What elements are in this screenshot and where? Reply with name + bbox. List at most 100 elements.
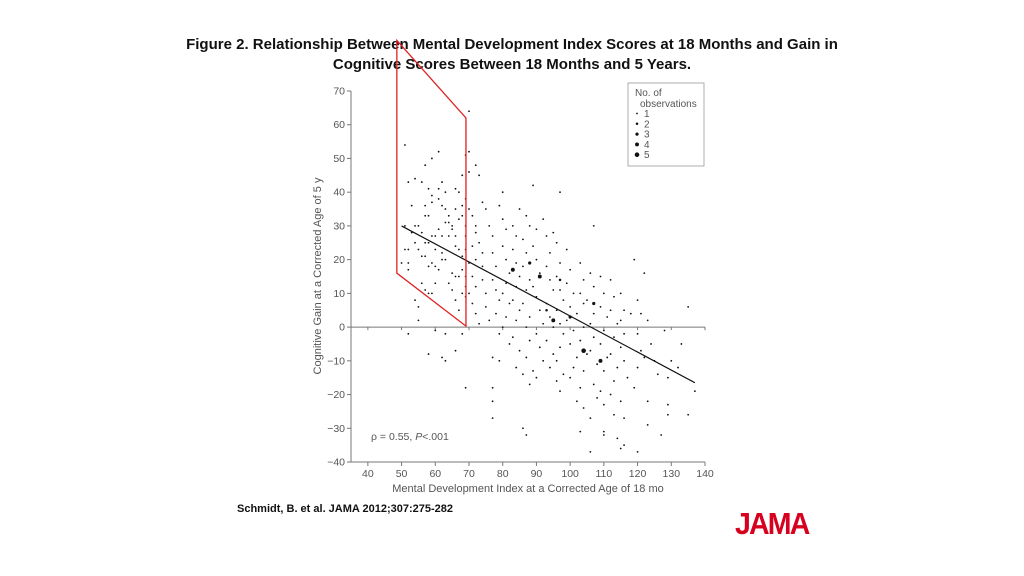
data-point-multiple <box>551 318 556 323</box>
data-point <box>555 359 558 362</box>
data-point <box>596 363 599 366</box>
data-point <box>420 282 423 285</box>
data-point <box>424 214 427 217</box>
x-tick-label: 120 <box>629 468 647 480</box>
data-point <box>609 393 612 396</box>
data-point <box>680 343 683 345</box>
data-point <box>484 208 487 210</box>
data-point <box>555 275 558 278</box>
data-point <box>454 299 457 302</box>
data-point <box>555 380 558 382</box>
y-tick-label: 70 <box>333 86 345 98</box>
data-point <box>414 299 416 302</box>
data-point <box>559 346 561 349</box>
data-point <box>501 191 504 194</box>
data-point <box>528 278 531 281</box>
data-point <box>431 292 433 295</box>
data-point <box>451 289 454 291</box>
data-point <box>552 289 555 291</box>
data-point <box>643 272 646 275</box>
data-point <box>478 241 481 244</box>
legend-entry-label: 4 <box>644 140 650 151</box>
data-point-multiple <box>558 278 562 282</box>
data-point <box>444 191 447 194</box>
y-tick-label: −30 <box>327 423 345 435</box>
data-point <box>575 400 578 403</box>
data-point <box>491 278 494 281</box>
figure-title-line-1: Figure 2. Relationship Between Mental De… <box>186 36 838 53</box>
data-point <box>569 305 572 308</box>
data-point <box>488 225 491 227</box>
data-point <box>619 447 622 450</box>
data-point <box>613 336 615 339</box>
data-point <box>532 285 534 288</box>
data-point <box>626 376 629 379</box>
data-point <box>491 235 494 237</box>
data-point <box>488 319 491 322</box>
data-point <box>636 332 639 335</box>
data-point <box>404 144 406 146</box>
data-point <box>407 181 410 183</box>
data-point <box>498 359 501 362</box>
data-point <box>542 218 545 221</box>
data-point <box>582 370 585 372</box>
data-point <box>616 322 619 325</box>
data-point <box>667 376 669 379</box>
data-point <box>606 316 609 318</box>
x-tick-label: 80 <box>497 468 509 480</box>
data-point <box>592 336 595 339</box>
data-point <box>474 231 477 234</box>
data-point <box>572 292 575 295</box>
data-point <box>468 110 470 113</box>
data-point <box>474 258 477 261</box>
data-point <box>511 248 514 251</box>
y-axis-label: Cognitive Gain at a Corrected Age of 5 y <box>312 177 324 374</box>
data-point <box>444 332 447 335</box>
data-point <box>427 292 430 295</box>
x-tick-label: 50 <box>396 468 408 480</box>
data-point <box>410 204 413 207</box>
data-point-multiple <box>545 308 548 312</box>
data-point <box>538 346 541 349</box>
data-point <box>640 349 642 352</box>
data-point <box>407 268 410 271</box>
data-point <box>565 282 568 285</box>
data-point <box>525 356 528 359</box>
data-point <box>559 289 561 291</box>
data-point <box>559 191 561 194</box>
data-point <box>613 295 615 298</box>
data-point <box>468 208 470 210</box>
data-point <box>511 336 514 339</box>
data-point <box>444 258 447 261</box>
data-point <box>660 434 663 436</box>
data-point <box>505 282 507 285</box>
legend-box <box>627 82 705 167</box>
data-point <box>562 332 565 335</box>
data-point <box>471 275 474 278</box>
data-point <box>552 353 555 355</box>
data-point <box>575 356 578 359</box>
data-point <box>522 265 524 268</box>
data-point <box>535 332 538 335</box>
data-point <box>441 204 443 207</box>
y-tick-label: 60 <box>333 119 345 131</box>
y-tick-label: 0 <box>339 322 345 334</box>
x-tick-label: 40 <box>362 468 374 480</box>
data-point <box>562 299 565 302</box>
data-point <box>555 309 558 312</box>
data-point <box>609 278 612 281</box>
data-point <box>636 366 639 369</box>
data-point <box>579 262 582 264</box>
data-point <box>441 181 443 183</box>
data-point <box>569 268 572 271</box>
data-point <box>599 275 602 278</box>
data-point <box>447 214 450 217</box>
y-tick-label: −10 <box>327 355 345 367</box>
p-text: P <box>415 431 422 443</box>
data-point <box>478 174 481 177</box>
data-point <box>417 305 420 308</box>
data-point <box>582 326 585 328</box>
data-point <box>636 450 639 453</box>
data-point <box>579 292 582 295</box>
rho-text: ρ = 0.55, <box>371 431 415 443</box>
